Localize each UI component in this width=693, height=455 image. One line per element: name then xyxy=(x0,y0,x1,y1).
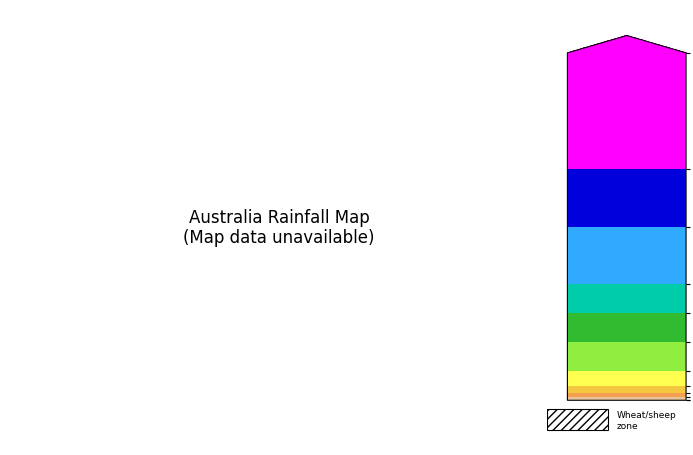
Bar xyxy=(547,410,608,430)
Text: Australia Rainfall Map
(Map data unavailable): Australia Rainfall Map (Map data unavail… xyxy=(183,208,375,247)
PathPatch shape xyxy=(568,36,686,54)
Text: Wheat/sheep
zone: Wheat/sheep zone xyxy=(616,410,676,430)
